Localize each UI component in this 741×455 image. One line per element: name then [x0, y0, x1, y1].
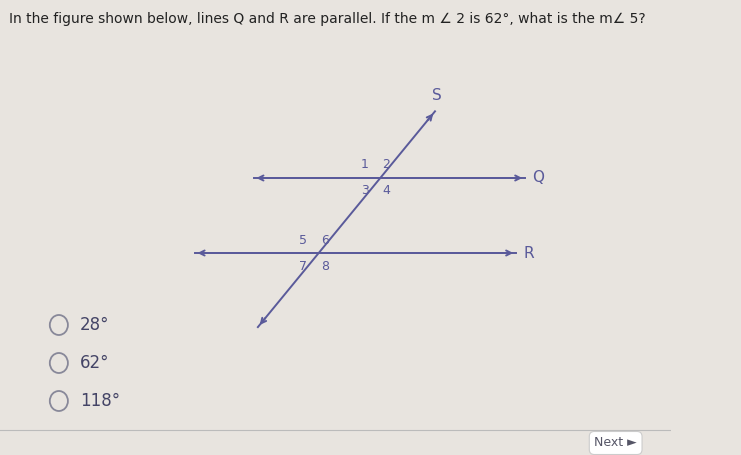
Text: 28°: 28°	[80, 316, 109, 334]
Text: Next ►: Next ►	[594, 436, 637, 450]
Text: 2: 2	[382, 158, 391, 172]
Text: 1: 1	[361, 158, 368, 172]
Text: 7: 7	[299, 259, 307, 273]
Text: In the figure shown below, lines Q and R are parallel. If the m ∠ 2 is 62°, what: In the figure shown below, lines Q and R…	[9, 12, 645, 26]
Text: R: R	[523, 246, 534, 261]
Text: 6: 6	[321, 233, 329, 247]
Text: 5: 5	[299, 233, 307, 247]
Text: Q: Q	[532, 171, 545, 186]
Text: 4: 4	[382, 184, 391, 197]
Text: 118°: 118°	[80, 392, 120, 410]
Text: S: S	[432, 88, 442, 103]
Text: 8: 8	[321, 259, 329, 273]
Text: 62°: 62°	[80, 354, 109, 372]
Text: 3: 3	[361, 184, 368, 197]
